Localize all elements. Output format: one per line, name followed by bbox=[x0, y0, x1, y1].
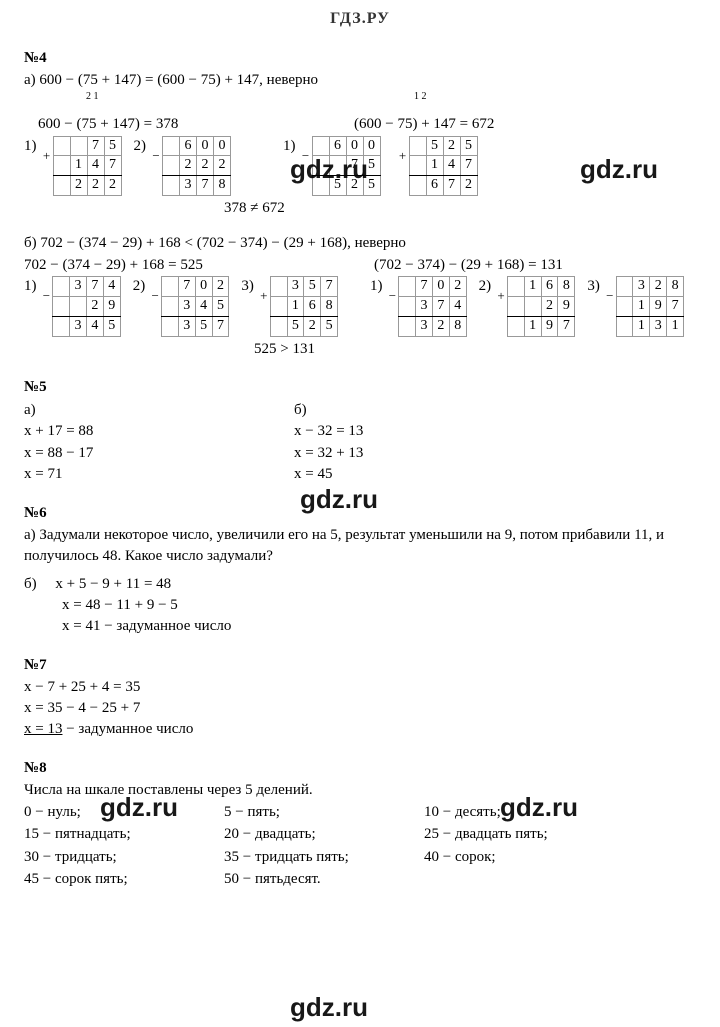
task8-title: №8 bbox=[24, 758, 696, 778]
task7-final-u: x = 13 bbox=[24, 721, 62, 737]
task6-b-2: x = 48 − 11 + 9 − 5 bbox=[62, 595, 696, 615]
task6-b-1: x + 5 − 9 + 11 = 48 bbox=[55, 576, 171, 592]
column-calc: 600−75525 bbox=[300, 136, 381, 197]
task8-intro: Числа на шкале поставлены через 5 делени… bbox=[24, 780, 696, 800]
task4a-head: а) 600 − (75 + 147) = (600 − 75) + 147, … bbox=[24, 70, 696, 90]
task4a-right-expr: (600 − 75) + 147 = 672 bbox=[354, 114, 494, 134]
task4-title: №4 bbox=[24, 48, 696, 68]
task8-item: 20 − двадцать; bbox=[224, 824, 424, 844]
task8-item: 35 − тридцать пять; bbox=[224, 847, 424, 867]
column-calc: 75+147222 bbox=[41, 136, 122, 197]
task8-item: 40 − сорок; bbox=[424, 847, 624, 867]
task4b-head: б) 702 − (374 − 29) + 168 < (702 − 374) … bbox=[24, 233, 696, 253]
task6-b-label: б) bbox=[24, 576, 37, 592]
task8-item: 30 − тридцать; bbox=[24, 847, 224, 867]
task5-b-label: б) bbox=[294, 400, 363, 420]
calc-label: 3) bbox=[241, 276, 254, 296]
task5-b-3: x = 45 bbox=[294, 464, 363, 484]
column-calc: 357+168525 bbox=[258, 276, 338, 337]
calc-label: 1) bbox=[283, 136, 296, 156]
task6-b-3: x = 41 − задуманное число bbox=[62, 616, 696, 636]
task4a-calcs-row: 1)75+1472222)600−222378 1)600−75525525+1… bbox=[24, 136, 696, 197]
column-calc: 328−197131 bbox=[604, 276, 684, 337]
calc-label: 1) bbox=[370, 276, 383, 296]
calc-label: 1) bbox=[24, 276, 37, 296]
task5-a-label: а) bbox=[24, 400, 254, 420]
calc-label: 2) bbox=[133, 276, 146, 296]
task7-2: x = 35 − 4 − 25 + 7 bbox=[24, 698, 696, 718]
task7-1: x − 7 + 25 + 4 = 35 bbox=[24, 677, 696, 697]
calc-label: 2) bbox=[479, 276, 492, 296]
task8-item: 25 − двадцать пять; bbox=[424, 824, 624, 844]
task5-b-1: x − 32 = 13 bbox=[294, 421, 363, 441]
task8-item: 0 − нуль; bbox=[24, 802, 224, 822]
column-calc: 702−345357 bbox=[149, 276, 229, 337]
site-logo: ГДЗ.РУ bbox=[24, 8, 696, 30]
task8-item: 45 − сорок пять; bbox=[24, 869, 224, 889]
task8-items: 0 − нуль;5 − пять;10 − десять; 15 − пятна… bbox=[24, 801, 696, 890]
calc-label: 2) bbox=[134, 136, 147, 156]
task4a-sup-right: 1 2 bbox=[414, 91, 427, 102]
task4b-left-expr: 702 − (374 − 29) + 168 = 525 bbox=[24, 255, 374, 275]
task5-a-3: x = 71 bbox=[24, 464, 254, 484]
task7-3: x = 13 − задуманное число bbox=[24, 719, 696, 739]
task4a-final: 378 ≠ 672 bbox=[224, 198, 696, 218]
task8-item: 15 − пятнадцать; bbox=[24, 824, 224, 844]
task4a-exprs: 2 1 600 − (75 + 147) = 378 1 2 (600 − 75… bbox=[24, 91, 696, 136]
task6-title: №6 bbox=[24, 503, 696, 523]
task5-b-2: x = 32 + 13 bbox=[294, 443, 363, 463]
task4a-sup-left: 2 1 bbox=[86, 91, 99, 102]
watermark: gdz.ru bbox=[290, 990, 368, 1025]
calc-label: 3) bbox=[587, 276, 600, 296]
task6-a-text: а) Задумали некоторое число, увеличили е… bbox=[24, 525, 696, 566]
task7-final-rest: − задуманное число bbox=[62, 721, 193, 737]
task8-item: 10 − десять; bbox=[424, 802, 624, 822]
column-calc: 525+147672 bbox=[397, 136, 478, 197]
task7-title: №7 bbox=[24, 655, 696, 675]
page-content: ГДЗ.РУ №4 а) 600 − (75 + 147) = (600 − 7… bbox=[0, 0, 720, 920]
task4b-calcs-row: 1)374−293452)702−3453573)357+168525 1)70… bbox=[24, 276, 696, 337]
task4b-final: 525 > 131 bbox=[254, 339, 696, 359]
column-calc: 374−29345 bbox=[41, 276, 121, 337]
column-calc: 600−222378 bbox=[150, 136, 231, 197]
task8-item: 5 − пять; bbox=[224, 802, 424, 822]
task8-item: 50 − пятьдесят. bbox=[224, 869, 424, 889]
column-calc: 168+29197 bbox=[495, 276, 575, 337]
column-calc: 702−374328 bbox=[386, 276, 466, 337]
task5-a-1: x + 17 = 88 bbox=[24, 421, 254, 441]
calc-label: 1) bbox=[24, 136, 37, 156]
task4a-left-expr: 600 − (75 + 147) = 378 bbox=[38, 114, 354, 134]
task5-cols: а) x + 17 = 88 x = 88 − 17 x = 71 б) x −… bbox=[24, 399, 696, 485]
task4b-exprs: 702 − (374 − 29) + 168 = 525 (702 − 374)… bbox=[24, 254, 696, 276]
task4b-right-expr: (702 − 374) − (29 + 168) = 131 bbox=[374, 255, 563, 275]
task5-title: №5 bbox=[24, 377, 696, 397]
task5-a-2: x = 88 − 17 bbox=[24, 443, 254, 463]
